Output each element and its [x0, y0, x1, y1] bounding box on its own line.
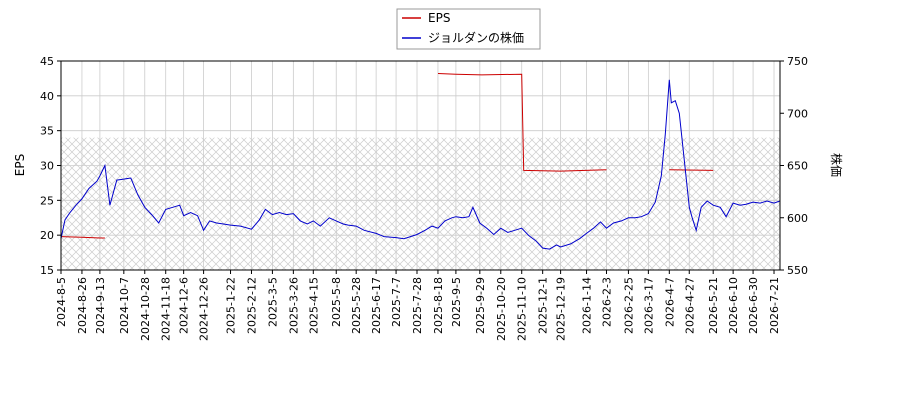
x-tick-label: 2025-3-26 — [287, 277, 300, 334]
y-right-tick-label: 650 — [787, 160, 808, 173]
x-tick-label: 2026-4-7 — [663, 277, 676, 327]
legend-box — [396, 8, 541, 50]
y-left-tick-label: 45 — [40, 55, 54, 68]
series-layer — [61, 74, 780, 250]
x-tick-label: 2025-2-12 — [245, 277, 258, 334]
x-tick-label: 2025-7-7 — [390, 277, 403, 327]
y-left-tick-label: 25 — [40, 194, 54, 207]
legend-label-price: ジョルダンの株価 — [428, 30, 524, 45]
x-tick-label: 2025-10-20 — [495, 277, 508, 341]
x-axis: 2024-8-5 2024-8-26 2024-9-13 2024-10-7 2024-… — [55, 270, 781, 341]
x-tick-label: 2025-5-28 — [350, 277, 363, 334]
hatched-band — [61, 137, 780, 270]
series-line-price — [61, 79, 780, 250]
x-tick-label: 2025-6-17 — [370, 277, 383, 334]
y-right-tick-label: 550 — [787, 264, 808, 277]
x-tick-label: 2025-5-8 — [330, 277, 343, 327]
x-tick-label: 2025-12-19 — [555, 277, 568, 341]
y-axis-left: 15 20 25 30 35 40 45 — [40, 55, 61, 277]
x-tick-label: 2026-4-27 — [683, 277, 696, 334]
y-left-tick-label: 30 — [40, 160, 54, 173]
x-tick-label: 2024-9-13 — [94, 277, 107, 334]
y-axis-right-label: 株価 — [829, 153, 844, 177]
y-right-tick-label: 750 — [787, 55, 808, 68]
x-tick-label: 2025-9-29 — [474, 277, 487, 334]
x-tick-label: 2024-8-26 — [76, 277, 89, 334]
y-right-tick-label: 700 — [787, 107, 808, 120]
x-tick-label: 2024-10-28 — [139, 277, 152, 341]
x-tick-label: 2024-10-7 — [118, 277, 131, 334]
x-tick-label: 2025-8-18 — [432, 277, 445, 334]
x-tick-label: 2026-6-30 — [747, 277, 760, 334]
x-tick-label: 2025-1-22 — [225, 277, 238, 334]
x-tick-label: 2024-11-18 — [160, 277, 173, 341]
x-tick-label: 2025-12-1 — [537, 277, 550, 334]
y-left-tick-label: 20 — [40, 229, 54, 242]
x-tick-label: 2026-6-10 — [727, 277, 740, 334]
x-tick-label: 2025-4-15 — [307, 277, 320, 334]
x-tick-label: 2026-2-3 — [600, 277, 613, 327]
x-tick-label: 2024-8-5 — [55, 277, 68, 327]
x-tick-label: 2026-7-21 — [768, 277, 781, 334]
x-tick-label: 2025-7-28 — [411, 277, 424, 334]
legend-label-eps: EPS — [428, 11, 450, 25]
x-tick-label: 2026-3-17 — [642, 277, 655, 334]
y-axis-right: 550 600 650 700 750 — [780, 55, 808, 277]
x-tick-label: 2024-12-6 — [178, 277, 191, 334]
y-axis-left-label: EPS — [13, 154, 27, 176]
x-tick-label: 2025-9-5 — [450, 277, 463, 327]
y-right-tick-label: 600 — [787, 212, 808, 225]
y-left-tick-label: 35 — [40, 125, 54, 138]
y-left-tick-label: 40 — [40, 90, 54, 103]
x-tick-label: 2026-2-25 — [622, 277, 635, 334]
x-tick-label: 2026-1-14 — [581, 277, 594, 334]
x-tick-label: 2024-12-26 — [198, 277, 211, 341]
x-tick-label: 2026-5-21 — [707, 277, 720, 334]
legend: EPS ジョルダンの株価 — [396, 8, 541, 50]
x-tick-label: 2025-11-10 — [516, 277, 529, 341]
y-left-tick-label: 15 — [40, 264, 54, 277]
x-tick-label: 2025-3-5 — [266, 277, 279, 327]
